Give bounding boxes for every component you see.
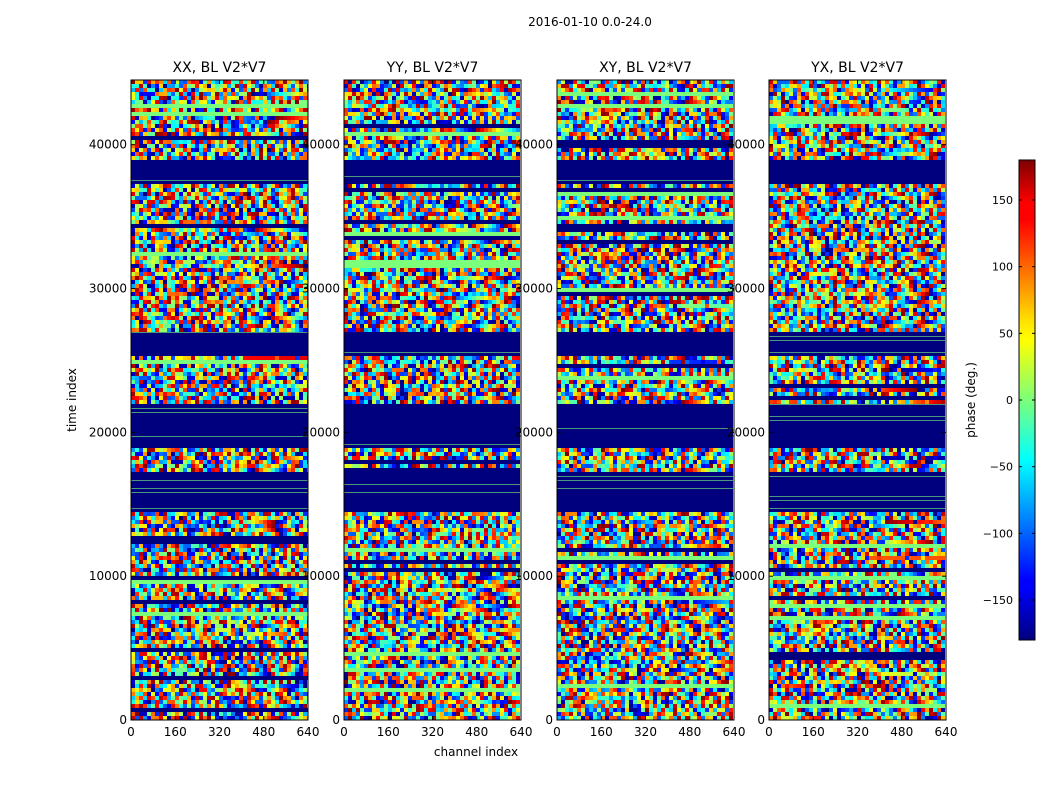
panel-yy: YY, BL V2*V7 0 160 320 480 640 0 10000 20000 3000… [302, 60, 533, 739]
x-tick-label: 160 [164, 725, 187, 739]
panel-title: XX, BL V2*V7 [173, 60, 267, 76]
y-tick-label: 40000 [89, 138, 127, 152]
x-tick-label: 480 [678, 725, 701, 739]
x-tick-label: 320 [421, 725, 444, 739]
y-axis-label: time index [65, 368, 79, 432]
colorbar-tick-label: 0 [1006, 394, 1013, 407]
panel-xx: XX, BL V2*V7 0 160 320 480 640 0 10000 20000 3000… [89, 60, 320, 739]
x-tick-label: 320 [846, 725, 869, 739]
y-tick-label: 20000 [302, 425, 340, 439]
colorbar-label: phase (deg.) [964, 362, 978, 438]
x-tick-label: 0 [553, 725, 561, 739]
heatmap-xy [557, 80, 733, 720]
y-tick-label: 0 [119, 713, 127, 727]
y-tick-label: 20000 [89, 425, 127, 439]
x-tick-label: 480 [252, 725, 275, 739]
y-tick-label: 10000 [515, 569, 553, 583]
y-tick-label: 40000 [727, 138, 765, 152]
x-tick-label: 160 [377, 725, 400, 739]
x-tick-label: 160 [590, 725, 613, 739]
y-tick-label: 0 [757, 713, 765, 727]
colorbar-tick-label: 50 [999, 327, 1013, 340]
x-axis-label: channel index [434, 745, 518, 759]
panel-yx: YX, BL V2*V7 0 160 320 480 640 0 10000 20000 3000… [727, 60, 958, 739]
y-tick-label: 30000 [515, 282, 553, 296]
colorbar-ticks: −150 −100 −50 0 50 100 150 [983, 194, 1035, 607]
heatmap-xx [131, 80, 308, 720]
y-tick-label: 20000 [515, 425, 553, 439]
y-tick-label: 20000 [727, 425, 765, 439]
x-tick-label: 0 [340, 725, 348, 739]
x-tick-label: 320 [634, 725, 657, 739]
x-tick-label: 640 [297, 725, 320, 739]
panel-title: YX, BL V2*V7 [810, 60, 904, 76]
x-tick-label: 480 [465, 725, 488, 739]
colorbar-tick-label: −150 [983, 594, 1013, 607]
x-tick-label: 640 [935, 725, 958, 739]
x-tick-label: 640 [510, 725, 533, 739]
figure-title: 2016-01-10 0.0-24.0 [528, 15, 652, 29]
y-tick-label: 30000 [727, 282, 765, 296]
colorbar-tick-label: −100 [983, 527, 1013, 540]
x-tick-label: 480 [890, 725, 913, 739]
y-tick-label: 40000 [302, 138, 340, 152]
x-tick-label: 0 [765, 725, 773, 739]
panel-xy: XY, BL V2*V7 0 160 320 480 640 0 10000 20000 3000… [515, 60, 746, 739]
panel-title: XY, BL V2*V7 [599, 60, 692, 76]
y-tick-label: 30000 [89, 282, 127, 296]
y-tick-label: 10000 [727, 569, 765, 583]
y-tick-label: 0 [332, 713, 340, 727]
y-tick-label: 10000 [302, 569, 340, 583]
heatmap-yx [769, 80, 945, 720]
heatmap-yy [344, 80, 520, 720]
colorbar-tick-label: 100 [992, 261, 1013, 274]
x-tick-label: 640 [723, 725, 746, 739]
y-tick-label: 30000 [302, 282, 340, 296]
colorbar: −150 −100 −50 0 50 100 150 phase (deg.) [964, 159, 1036, 641]
y-tick-label: 10000 [89, 569, 127, 583]
x-tick-label: 320 [208, 725, 231, 739]
x-tick-label: 0 [127, 725, 135, 739]
panels: XX, BL V2*V7 0 160 320 480 640 0 10000 20000 3000… [89, 60, 958, 739]
colorbar-tick-label: 150 [992, 194, 1013, 207]
x-tick-label: 160 [802, 725, 825, 739]
y-tick-label: 40000 [515, 138, 553, 152]
panel-title: YY, BL V2*V7 [386, 60, 479, 76]
y-tick-label: 0 [545, 713, 553, 727]
colorbar-tick-label: −50 [990, 461, 1013, 474]
